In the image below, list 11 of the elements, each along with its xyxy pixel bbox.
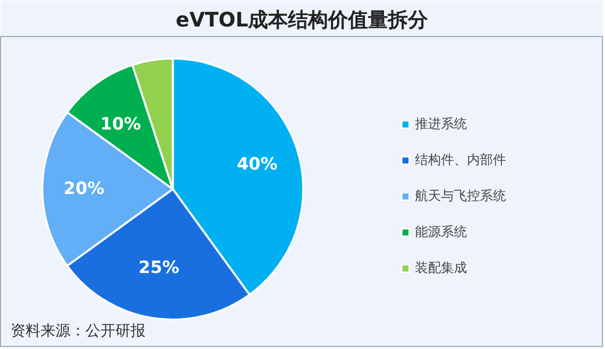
data-label: 20% <box>64 179 104 200</box>
chart-title: eVTOL成本结构价值量拆分 <box>176 8 430 32</box>
legend-label: 航天与飞控系统 <box>415 188 506 205</box>
legend-label: 装配集成 <box>415 260 467 277</box>
legend-label: 结构件、内部件 <box>415 152 506 169</box>
legend-label: 推进系统 <box>415 116 467 133</box>
data-label: 25% <box>138 258 180 278</box>
legend-label: 能源系统 <box>415 224 467 241</box>
data-label: 40% <box>236 154 278 174</box>
text: 资料来源：公开研报 <box>10 322 146 340</box>
data-label: 10% <box>100 114 141 135</box>
